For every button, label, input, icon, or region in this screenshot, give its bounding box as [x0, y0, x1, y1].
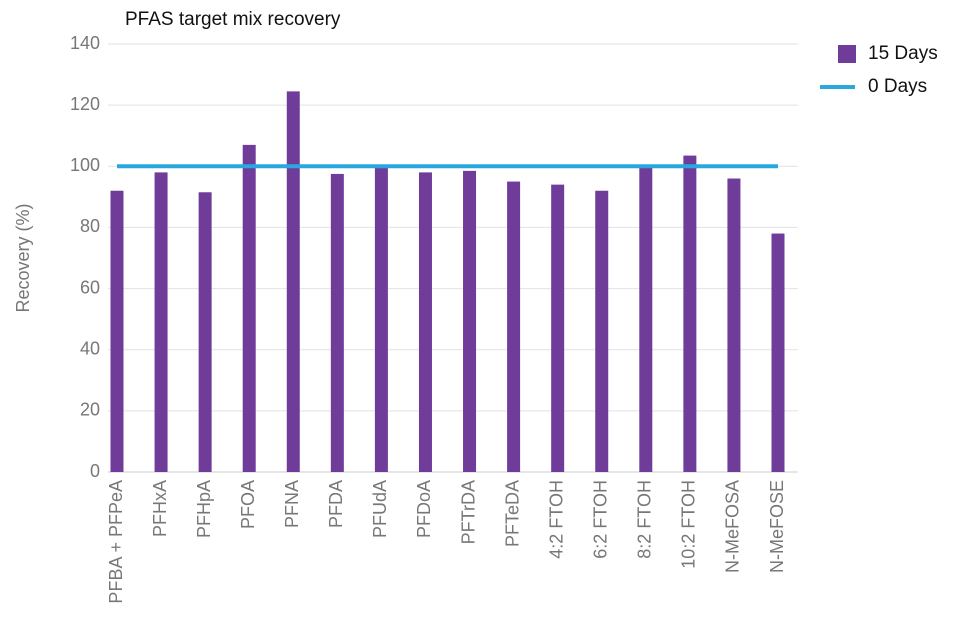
legend-label: 15 Days — [868, 43, 938, 64]
y-tick-label: 20 — [80, 400, 100, 420]
y-axis-title: Recovery (%) — [13, 203, 33, 312]
bar — [463, 170, 477, 472]
x-tick-label: PFTeDA — [502, 480, 522, 547]
x-tick-label: 10:2 FTOH — [679, 480, 699, 569]
x-tick-label: PFTrDA — [458, 480, 478, 544]
bar — [507, 181, 521, 473]
y-tick-label: 0 — [90, 461, 100, 481]
bar — [374, 166, 388, 473]
x-tick-label: PFOA — [238, 480, 258, 529]
bar — [551, 184, 565, 472]
bar — [330, 173, 344, 472]
x-tick-label: N-MeFOSA — [723, 480, 743, 573]
bar — [418, 172, 432, 472]
legend-label: 0 Days — [868, 76, 927, 97]
bar — [242, 144, 256, 472]
bar — [595, 190, 609, 472]
y-tick-label: 120 — [70, 94, 100, 114]
legend-swatch — [838, 45, 856, 63]
x-tick-label: PFNA — [282, 480, 302, 528]
bar — [727, 178, 741, 472]
x-tick-label: 6:2 FTOH — [590, 480, 610, 559]
x-tick-label: PFBA + PFPeA — [106, 480, 126, 604]
y-tick-label: 100 — [70, 155, 100, 175]
bar — [639, 166, 653, 473]
bar — [683, 155, 697, 473]
x-tick-label: N-MeFOSE — [767, 480, 787, 573]
bar — [198, 192, 212, 472]
x-tick-label: PFDA — [326, 480, 346, 528]
x-tick-label: PFDoA — [414, 480, 434, 538]
x-tick-label: PFUdA — [370, 480, 390, 538]
x-tick-label: PFHxA — [150, 480, 170, 537]
x-tick-label: 4:2 FTOH — [546, 480, 566, 559]
x-tick-label: 8:2 FTOH — [635, 480, 655, 559]
y-tick-label: 80 — [80, 216, 100, 236]
y-tick-label: 60 — [80, 277, 100, 297]
bar — [110, 190, 124, 472]
chart-title: PFAS target mix recovery — [125, 9, 341, 30]
bar — [771, 233, 785, 472]
bar — [154, 172, 168, 472]
y-tick-label: 140 — [70, 33, 100, 53]
bar — [286, 91, 300, 472]
x-tick-label: PFHpA — [194, 480, 214, 538]
y-tick-label: 40 — [80, 338, 100, 358]
